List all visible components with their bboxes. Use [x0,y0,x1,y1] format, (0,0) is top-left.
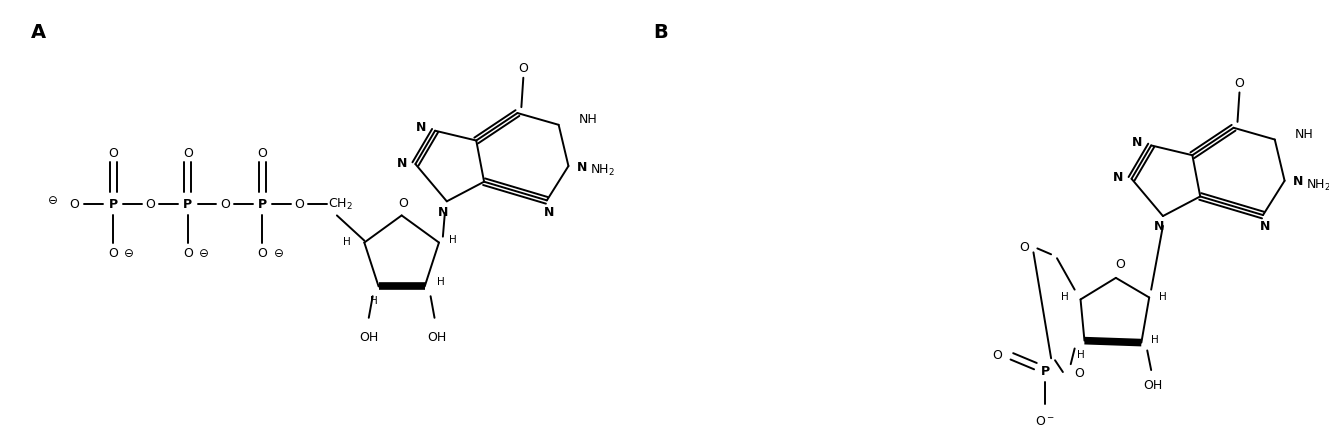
Text: N: N [416,121,427,134]
Text: O: O [258,247,267,260]
Text: H: H [1061,291,1069,301]
Text: NH: NH [1294,128,1313,141]
Text: O$^-$: O$^-$ [1035,414,1055,427]
Text: H: H [343,236,351,246]
Text: N: N [1112,171,1123,184]
Text: P: P [109,198,118,210]
Text: N: N [1293,175,1304,188]
Text: N: N [544,205,554,218]
Text: $\ominus$: $\ominus$ [198,247,209,260]
Text: O: O [183,147,193,160]
Text: O: O [518,62,528,75]
Text: O: O [1235,77,1244,90]
Text: B: B [654,23,668,43]
Text: N: N [577,160,587,173]
Text: O: O [1075,366,1084,378]
Text: NH: NH [578,113,597,126]
Text: O: O [1019,240,1030,253]
Text: NH$_2$: NH$_2$ [590,163,615,178]
Text: O: O [69,198,78,210]
Text: A: A [31,23,47,43]
Text: N: N [1154,220,1164,233]
Text: H: H [449,234,457,244]
Text: N: N [1132,136,1143,149]
Text: OH: OH [427,330,447,343]
Text: $\ominus$: $\ominus$ [47,194,58,207]
Text: P: P [1041,364,1050,377]
Text: OH: OH [359,330,379,343]
Text: O: O [993,348,1002,361]
Text: H: H [1151,334,1159,344]
Text: H: H [436,276,444,286]
Text: O: O [146,198,155,210]
Text: O: O [399,196,408,209]
Text: O: O [221,198,230,210]
Text: O: O [295,198,304,210]
Text: NH$_2$: NH$_2$ [1306,178,1329,193]
Text: H: H [369,296,377,306]
Text: CH$_2$: CH$_2$ [328,197,354,212]
Text: $\ominus$: $\ominus$ [272,247,283,260]
Text: O: O [108,147,118,160]
Text: P: P [183,198,193,210]
Text: N: N [1260,220,1271,233]
Text: $\ominus$: $\ominus$ [124,247,134,260]
Text: H: H [1076,349,1084,359]
Text: N: N [437,205,448,218]
Text: N: N [396,156,407,169]
Text: H: H [1159,291,1167,301]
Text: P: P [258,198,267,210]
Text: OH: OH [1143,378,1163,391]
Text: O: O [1115,257,1124,270]
Text: O: O [108,247,118,260]
Text: O: O [258,147,267,160]
Text: O: O [183,247,193,260]
